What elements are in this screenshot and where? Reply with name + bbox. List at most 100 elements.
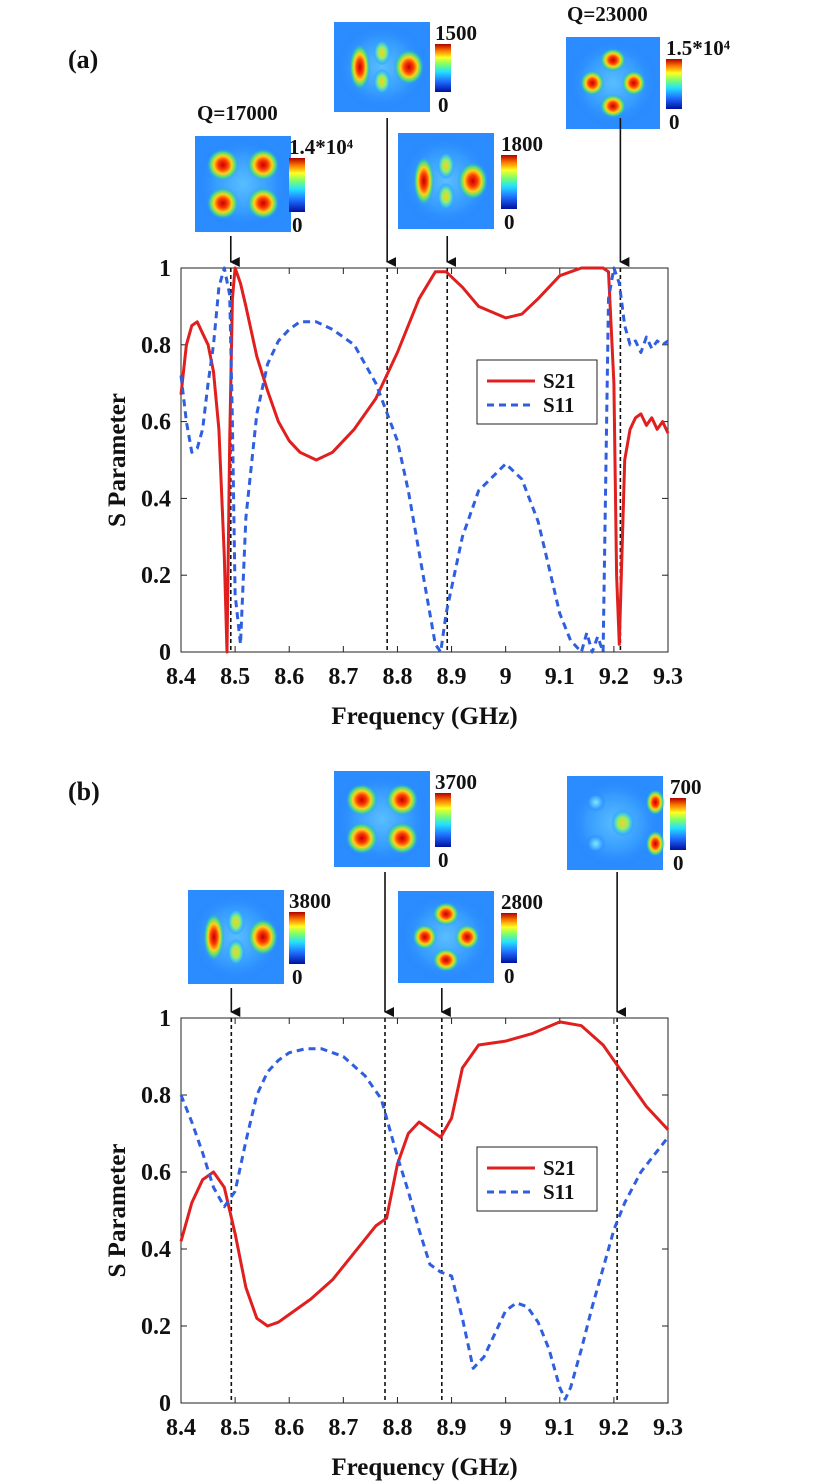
colorbar bbox=[289, 158, 305, 212]
x-tick-label: 8.6 bbox=[274, 664, 304, 690]
field-hotspot bbox=[345, 821, 379, 855]
x-tick-label: 8.4 bbox=[166, 664, 196, 690]
colorbar-min-label: 0 bbox=[292, 213, 303, 237]
colorbar-min-label: 0 bbox=[504, 210, 515, 234]
field-hotspot bbox=[345, 783, 379, 817]
field-hotspot bbox=[599, 48, 627, 72]
colorbar bbox=[435, 793, 451, 847]
legend-label-s11: S11 bbox=[543, 393, 575, 417]
field-inset: 1.5*10⁴ 0 Q=23000 bbox=[566, 2, 731, 267]
field-hotspot bbox=[349, 43, 371, 91]
field-hotspot bbox=[373, 68, 391, 94]
y-tick-label: 0.6 bbox=[141, 410, 171, 436]
y-tick-label: 0.2 bbox=[141, 563, 171, 589]
x-tick-label: 9.1 bbox=[545, 664, 575, 690]
y-axis-label: S Parameter bbox=[104, 393, 131, 527]
field-hotspot bbox=[586, 834, 606, 854]
x-tick-label: 9 bbox=[500, 664, 512, 690]
field-hotspot bbox=[645, 830, 665, 857]
x-tick-label: 9.2 bbox=[599, 664, 629, 690]
x-tick-label: 9 bbox=[500, 1415, 512, 1441]
legend-box bbox=[476, 359, 598, 425]
field-hotspot bbox=[457, 161, 489, 201]
field-hotspot bbox=[437, 182, 455, 210]
field-hotspot bbox=[586, 792, 606, 812]
x-tick-label: 8.9 bbox=[437, 664, 467, 690]
x-tick-label: 8.9 bbox=[437, 1415, 467, 1441]
x-tick-label: 9.1 bbox=[545, 1415, 575, 1441]
field-glow bbox=[195, 136, 291, 232]
field-inset: 1800 0 bbox=[398, 132, 543, 267]
colorbar-min-label: 0 bbox=[504, 964, 515, 988]
field-hotspot bbox=[432, 902, 460, 926]
colorbar-max-label: 3700 bbox=[435, 770, 477, 794]
field-hotspot bbox=[580, 70, 605, 96]
field-hotspot bbox=[203, 912, 225, 962]
field-hotspot bbox=[611, 809, 635, 837]
x-axis-label: Frequency (GHz) bbox=[331, 1454, 517, 1481]
field-hotspot bbox=[206, 148, 240, 182]
field-hotspot bbox=[385, 783, 419, 817]
colorbar-min-label: 0 bbox=[292, 965, 303, 989]
x-tick-label: 8.7 bbox=[328, 664, 358, 690]
colorbar bbox=[501, 155, 517, 209]
y-tick-label: 0.2 bbox=[141, 1314, 171, 1340]
field-inset: 1.4*10⁴ 0 Q=17000 bbox=[195, 101, 354, 267]
y-tick-label: 0.8 bbox=[141, 1083, 171, 1109]
field-hotspot bbox=[393, 49, 425, 85]
field-inset: 2800 0 bbox=[398, 890, 543, 1017]
colorbar-max-label: 1800 bbox=[501, 132, 543, 156]
field-hotspot bbox=[437, 152, 455, 180]
field-hotspot bbox=[621, 70, 646, 96]
x-tick-label: 9.2 bbox=[599, 1415, 629, 1441]
field-hotspot bbox=[412, 924, 438, 950]
colorbar-min-label: 0 bbox=[438, 93, 449, 117]
field-inset: 700 0 bbox=[567, 775, 702, 1017]
plot-frame bbox=[180, 267, 669, 653]
y-tick-label: 0.4 bbox=[141, 486, 171, 512]
colorbar-max-label: 1.5*10⁴ bbox=[666, 36, 731, 60]
field-hotspot bbox=[206, 186, 240, 220]
colorbar bbox=[289, 912, 305, 964]
colorbar-min-label: 0 bbox=[438, 848, 449, 872]
x-tick-label: 8.4 bbox=[166, 1415, 196, 1441]
series-s21-line bbox=[179, 1020, 670, 1328]
legend-label-s21: S21 bbox=[543, 1156, 576, 1180]
series-s21-line bbox=[179, 266, 670, 654]
y-tick-label: 0.6 bbox=[141, 1160, 171, 1186]
field-glow bbox=[334, 771, 430, 867]
field-hotspot bbox=[645, 789, 665, 816]
field-hotspot bbox=[373, 40, 391, 66]
colorbar bbox=[435, 44, 451, 92]
x-tick-label: 8.5 bbox=[220, 1415, 250, 1441]
x-axis-label: Frequency (GHz) bbox=[331, 703, 517, 730]
y-tick-label: 0 bbox=[159, 640, 171, 666]
y-tick-label: 1 bbox=[159, 256, 171, 282]
colorbar-max-label: 1.4*10⁴ bbox=[289, 135, 354, 159]
field-hotspot bbox=[385, 821, 419, 855]
field-hotspot bbox=[246, 148, 280, 182]
field-hotspot bbox=[432, 948, 460, 972]
quality-factor-label: Q=23000 bbox=[567, 2, 648, 26]
field-hotspot bbox=[599, 94, 627, 118]
x-tick-label: 8.5 bbox=[220, 664, 250, 690]
colorbar-max-label: 3800 bbox=[289, 889, 331, 913]
colorbar-min-label: 0 bbox=[669, 110, 680, 134]
panel-b: (b) 8.4 8.5 8.6 8.7 8.8 8.9 9 9.1 9.2 9.3 0 0.2 0.4 0.… bbox=[68, 770, 702, 1481]
field-hotspot bbox=[413, 156, 435, 206]
quality-factor-label: Q=17000 bbox=[197, 101, 278, 125]
legend-box bbox=[476, 1146, 598, 1212]
legend-label-s11: S11 bbox=[543, 1180, 575, 1204]
series-s11-line bbox=[179, 266, 669, 654]
panel-a: (a) 8.4 8.5 8.6 8.7 8.8 8.9 9 9.1 9.2 9.3 0 0.2 0.4 0.… bbox=[68, 2, 731, 730]
colorbar bbox=[666, 59, 682, 109]
field-hotspot bbox=[247, 918, 279, 956]
field-hotspot bbox=[454, 924, 480, 950]
x-tick-label: 9.3 bbox=[653, 1415, 683, 1441]
x-tick-label: 8.7 bbox=[328, 1415, 358, 1441]
x-tick-label: 8.6 bbox=[274, 1415, 304, 1441]
colorbar-min-label: 0 bbox=[673, 851, 684, 875]
